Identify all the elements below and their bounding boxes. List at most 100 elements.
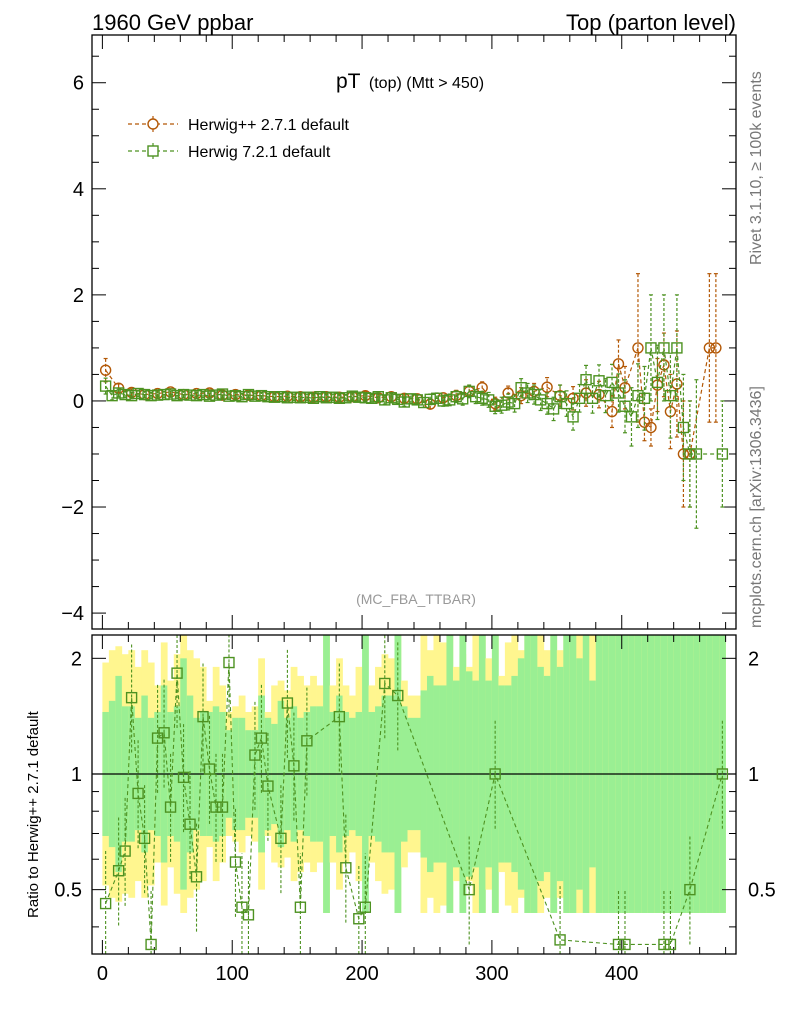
data-point — [534, 394, 547, 406]
main-ytick-label: 0 — [73, 391, 84, 413]
data-point — [190, 389, 203, 402]
data-point — [677, 421, 690, 434]
data-point — [554, 391, 566, 403]
data-point — [255, 389, 268, 402]
data-point — [294, 392, 307, 404]
legend-marker — [147, 118, 159, 130]
main-axis-ticks: −4 −2 0 2 4 6 — [61, 35, 736, 629]
data-point — [690, 448, 703, 460]
main-data-series — [99, 273, 729, 529]
data-point — [119, 388, 131, 401]
ratio-data-point — [197, 710, 209, 723]
ratio-data-point — [612, 938, 625, 951]
main-ytick-label: −4 — [61, 603, 84, 625]
data-point — [125, 389, 138, 402]
ratio-ytick-label: 2 — [71, 648, 82, 670]
mcplots-label: mcplots.cern.ch [arXiv:1306.3436] — [748, 386, 765, 628]
data-point — [645, 421, 657, 434]
legend-marker — [147, 145, 159, 157]
ratio-series-herwig7 — [99, 635, 729, 954]
ratio-data-point — [229, 856, 242, 868]
ratio-data-point — [288, 760, 300, 772]
ratio-y-axis-label: Ratio to Herwig++ 2.7.1 default — [25, 710, 42, 918]
ratio-ytick-label-right: 2 — [748, 648, 759, 670]
data-point — [210, 389, 222, 401]
ratio-data-point — [359, 901, 372, 913]
ratio-data-point — [112, 865, 125, 877]
data-point — [573, 392, 586, 404]
data-point — [418, 396, 430, 409]
ratio-data-point — [275, 832, 287, 845]
data-point — [645, 342, 657, 354]
data-point — [431, 392, 443, 404]
ratio-data-point — [177, 771, 190, 784]
ratio-data-point — [255, 732, 268, 744]
ratio-ytick-label: 1 — [71, 764, 82, 786]
data-point — [482, 394, 495, 406]
ratio-data-point — [242, 909, 255, 921]
ratio-data-point — [489, 768, 501, 780]
data-point — [112, 387, 125, 399]
data-point — [138, 388, 151, 401]
data-point — [158, 388, 170, 401]
ratio-data-point — [340, 862, 352, 874]
data-point — [502, 396, 514, 408]
data-point — [632, 389, 644, 402]
data-point — [145, 389, 157, 402]
ratio-ytick-label-right: 1 — [748, 764, 759, 786]
ratio-data-point — [353, 913, 365, 925]
data-point — [281, 392, 294, 404]
data-point — [580, 374, 592, 386]
data-point — [197, 388, 209, 401]
main-title-sub: (top) (Mtt > 450) — [369, 75, 484, 92]
data-point — [671, 342, 683, 354]
ratio-data-point — [658, 938, 670, 951]
data-point — [164, 388, 177, 400]
data-point — [333, 392, 346, 404]
ratio-data-point — [145, 938, 157, 951]
ratio-plot-panel: 0.5 0.5 1 1 2 2 0 100 200 300 400 Ratio to Herwig+… — [25, 634, 776, 985]
data-point — [625, 411, 638, 423]
main-ytick-label: 4 — [73, 179, 84, 201]
series-herwig7 — [99, 294, 729, 529]
data-point — [398, 396, 410, 408]
ratio-data-point — [203, 763, 216, 775]
data-point — [307, 392, 320, 404]
data-point — [456, 393, 469, 405]
data-point — [327, 391, 339, 403]
ratio-data-point — [619, 938, 631, 951]
data-point — [132, 387, 144, 400]
data-point — [424, 393, 436, 406]
data-point — [320, 392, 333, 404]
ratio-data-point — [463, 883, 475, 896]
ratio-data-point — [554, 934, 566, 946]
data-point — [664, 389, 677, 402]
data-point — [372, 391, 384, 403]
legend: Herwig++ 2.7.1 default Herwig 7.2.1 defau… — [128, 116, 350, 161]
data-point — [236, 391, 248, 403]
ratio-data-point — [138, 832, 151, 845]
data-point — [275, 391, 287, 403]
data-point — [203, 390, 216, 402]
main-ytick-label: 2 — [73, 285, 84, 307]
data-point — [593, 375, 605, 387]
ratio-data-point — [132, 787, 144, 800]
data-point — [567, 411, 579, 423]
ratio-xtick-label: 300 — [475, 963, 508, 985]
data-point — [184, 389, 196, 401]
ratio-data-point — [223, 656, 235, 669]
data-point — [106, 389, 118, 402]
ratio-data-point — [281, 697, 294, 709]
header-left-title: 1960 GeV ppbar — [92, 10, 253, 35]
data-point — [379, 394, 391, 406]
data-point — [288, 391, 300, 403]
ratio-data-point — [664, 938, 677, 951]
ratio-data-point — [379, 677, 391, 690]
ratio-data-point — [716, 768, 729, 780]
data-point — [658, 342, 670, 354]
data-point — [619, 400, 631, 412]
data-point — [703, 342, 716, 354]
legend-entry: Herwig++ 2.7.1 default — [128, 116, 350, 134]
ratio-data-series — [99, 635, 729, 954]
